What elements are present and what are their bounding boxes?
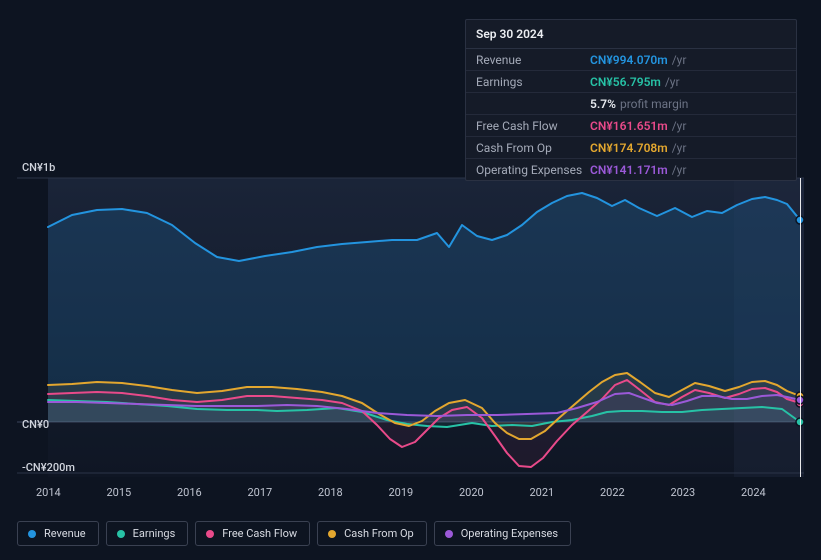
legend-label: Revenue [44, 527, 86, 540]
tooltip-metric-value: CN¥174.708m [590, 141, 668, 155]
x-axis-label: 2022 [600, 486, 625, 499]
legend-label: Operating Expenses [461, 527, 558, 540]
tooltip-metric-suffix: /yr [672, 53, 687, 67]
chart-legend: Revenue Earnings Free Cash Flow Cash From O… [17, 521, 571, 546]
tooltip-row: RevenueCN¥994.070m/yr [466, 49, 796, 71]
tooltip-metric-value: CN¥56.795m [590, 75, 661, 89]
y-axis-label: CN¥0 [22, 418, 49, 431]
legend-item[interactable]: Free Cash Flow [195, 521, 310, 546]
legend-swatch [117, 530, 125, 538]
y-axis-label: CN¥1b [22, 161, 55, 174]
tooltip-metric-label: Revenue [476, 53, 590, 67]
legend-item[interactable]: Cash From Op [317, 521, 427, 546]
tooltip-metric-suffix: /yr [665, 75, 680, 89]
tooltip-metric-label: Operating Expenses [476, 163, 590, 177]
legend-swatch [445, 530, 453, 538]
legend-item[interactable]: Earnings [106, 521, 189, 546]
tooltip-metric-suffix: profit margin [620, 97, 688, 111]
tooltip-metric-value: CN¥141.171m [590, 163, 668, 177]
legend-item[interactable]: Revenue [17, 521, 99, 546]
x-axis-label: 2020 [459, 486, 484, 499]
x-axis-label: 2024 [741, 486, 766, 499]
legend-swatch [206, 530, 214, 538]
x-axis-label: 2017 [248, 486, 273, 499]
chart-tooltip: Sep 30 2024 RevenueCN¥994.070m/yrEarning… [465, 19, 797, 181]
tooltip-metric-suffix: /yr [672, 141, 687, 155]
x-axis-label: 2018 [318, 486, 343, 499]
tooltip-metric-label: Cash From Op [476, 141, 590, 155]
tooltip-metric-value: CN¥994.070m [590, 53, 668, 67]
tooltip-row: 5.7% profit margin [466, 93, 796, 115]
tooltip-metric-label: Free Cash Flow [476, 119, 590, 133]
legend-item[interactable]: Operating Expenses [434, 521, 571, 546]
tooltip-row: EarningsCN¥56.795m/yr [466, 71, 796, 93]
tooltip-metric-value: 5.7% [590, 97, 616, 111]
tooltip-row: Cash From OpCN¥174.708m/yr [466, 137, 796, 159]
y-axis-label: -CN¥200m [22, 461, 75, 474]
legend-swatch [328, 530, 336, 538]
tooltip-metric-suffix: /yr [672, 119, 687, 133]
legend-label: Earnings [133, 527, 176, 540]
legend-swatch [28, 530, 36, 538]
x-axis-label: 2021 [530, 486, 555, 499]
cursor-line [800, 178, 801, 477]
tooltip-metric-value: CN¥161.651m [590, 119, 668, 133]
line-chart[interactable] [17, 178, 804, 477]
x-axis-label: 2015 [107, 486, 132, 499]
legend-label: Cash From Op [344, 527, 414, 540]
x-axis-label: 2023 [671, 486, 696, 499]
legend-label: Free Cash Flow [222, 527, 297, 540]
tooltip-metric-suffix: /yr [672, 163, 687, 177]
tooltip-metric-label: Earnings [476, 75, 590, 89]
tooltip-row: Free Cash FlowCN¥161.651m/yr [466, 115, 796, 137]
chart-container [17, 178, 804, 477]
x-axis-label: 2014 [36, 486, 61, 499]
x-axis-label: 2016 [177, 486, 202, 499]
x-axis-label: 2019 [389, 486, 414, 499]
tooltip-date: Sep 30 2024 [466, 20, 796, 49]
tooltip-row: Operating ExpensesCN¥141.171m/yr [466, 159, 796, 180]
